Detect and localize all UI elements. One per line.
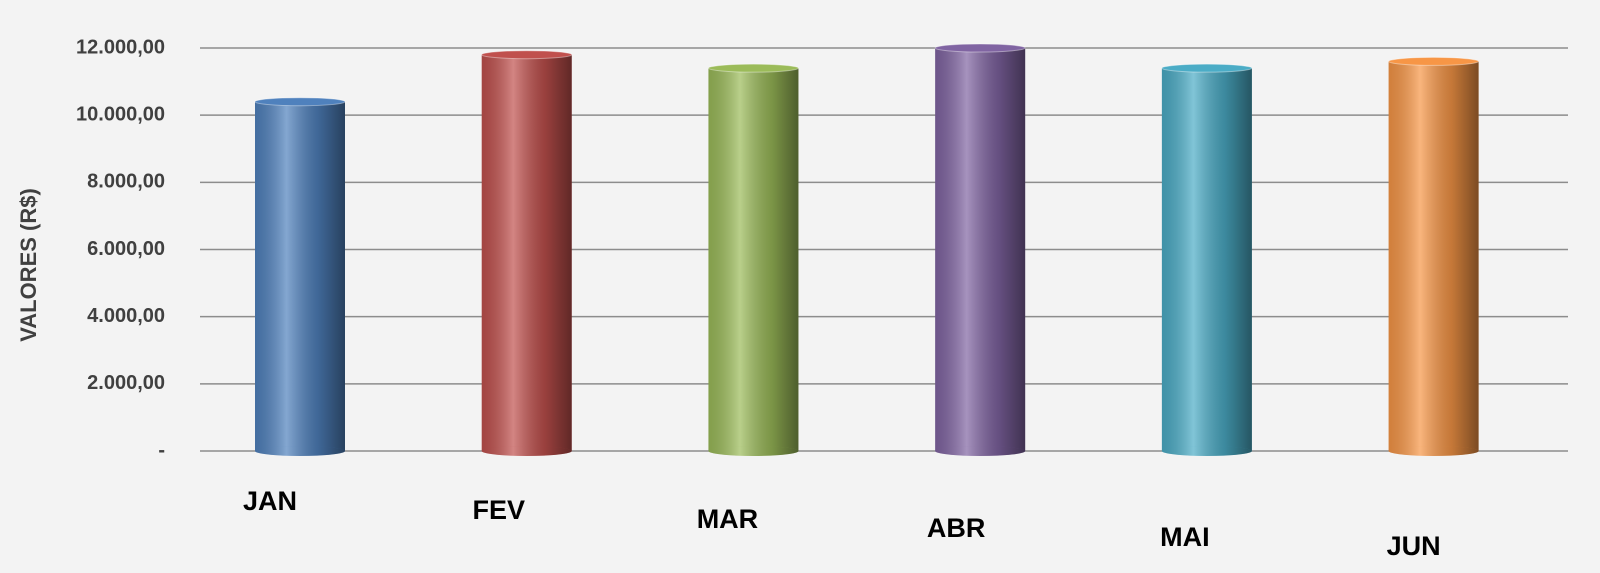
bar-shade	[708, 68, 799, 452]
y-tick-label: 2.000,00	[87, 372, 165, 394]
bar-shade	[255, 101, 345, 451]
bar-base-shade	[708, 446, 799, 456]
y-axis-label: VALORES (R$)	[16, 188, 41, 342]
bar-top	[1388, 56, 1480, 66]
bar-base-shade	[481, 446, 572, 456]
bar-base-shade	[935, 446, 1026, 456]
bar-base-shade	[1388, 446, 1479, 456]
x-tick-label: JUN	[1387, 531, 1441, 561]
y-tick-label: -	[158, 439, 165, 461]
bar-top	[254, 97, 346, 107]
bar-shade	[1388, 61, 1479, 451]
y-tick-label: 10.000,00	[76, 103, 165, 125]
x-tick-label: FEV	[472, 495, 525, 525]
bar-base-shade	[1161, 446, 1252, 456]
y-tick-label: 6.000,00	[87, 238, 165, 260]
x-tick-label: ABR	[927, 513, 986, 543]
bar-shade	[1161, 68, 1252, 452]
bar-shade	[481, 54, 572, 451]
bar-top	[1161, 63, 1253, 73]
bar-top	[934, 43, 1026, 53]
y-tick-label: 12.000,00	[76, 36, 165, 58]
bar-shade	[935, 48, 1026, 451]
bar-top	[481, 50, 573, 60]
x-tick-label: MAR	[697, 504, 759, 534]
y-tick-label: 4.000,00	[87, 305, 165, 327]
y-tick-label: 8.000,00	[87, 171, 165, 193]
bar-base-shade	[255, 446, 345, 456]
bar-top	[707, 63, 799, 73]
x-tick-label: JAN	[243, 486, 297, 516]
x-tick-label: MAI	[1160, 522, 1210, 552]
